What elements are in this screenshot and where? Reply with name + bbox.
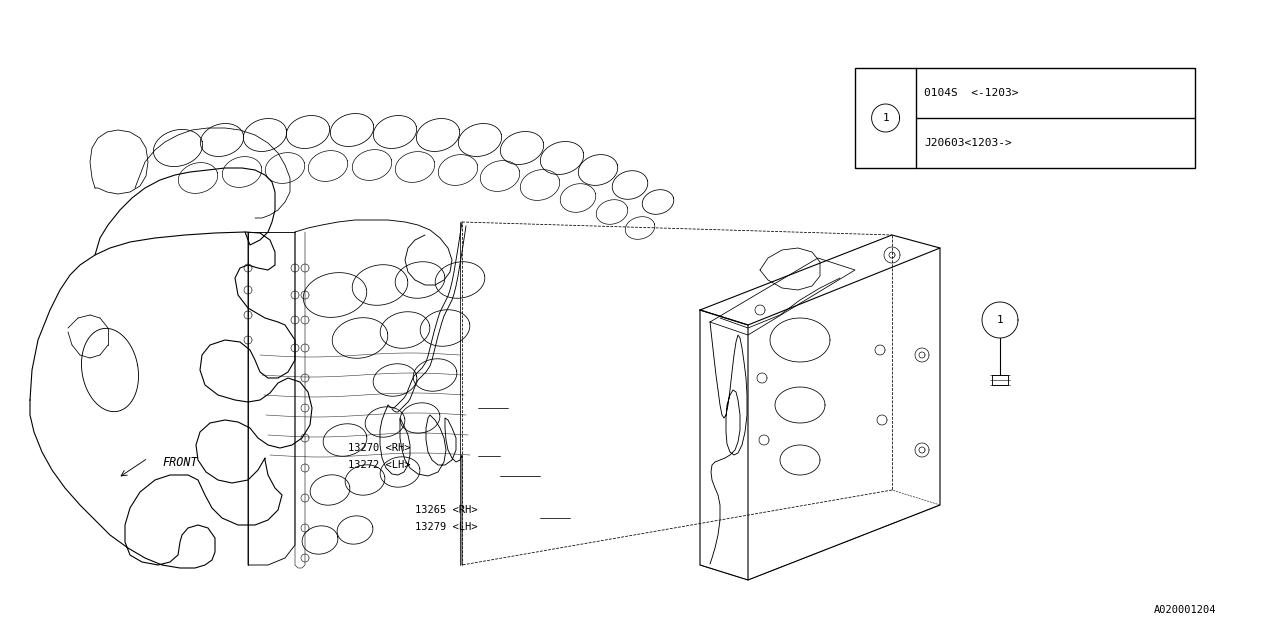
Bar xyxy=(855,68,1196,168)
Text: 13270 <RH>: 13270 <RH> xyxy=(348,443,411,453)
Text: FRONT: FRONT xyxy=(163,456,197,468)
Text: 0104S  <-1203>: 0104S <-1203> xyxy=(924,88,1019,98)
Text: J20603<1203->: J20603<1203-> xyxy=(924,138,1012,148)
Text: 1: 1 xyxy=(997,315,1004,325)
Text: A020001204: A020001204 xyxy=(1153,605,1216,615)
Text: 13265 <RH>: 13265 <RH> xyxy=(415,505,477,515)
Text: 13272 <LH>: 13272 <LH> xyxy=(348,460,411,470)
Text: 1: 1 xyxy=(882,113,890,123)
Text: 13279 <LH>: 13279 <LH> xyxy=(415,522,477,532)
